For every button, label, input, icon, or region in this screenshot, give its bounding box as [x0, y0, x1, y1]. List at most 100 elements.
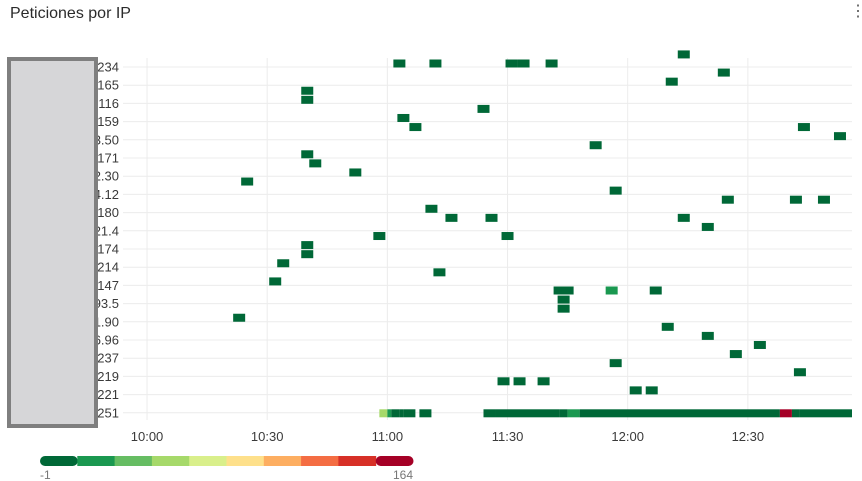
heatmap-cell	[349, 168, 362, 177]
heatmap-cell	[373, 232, 386, 241]
heatmap-cell	[779, 409, 792, 418]
y-tick-label: .251	[94, 405, 119, 420]
heatmap-cell	[557, 304, 570, 313]
heatmap-cell	[665, 77, 678, 86]
heatmap-cell	[645, 386, 658, 395]
heatmap-cell	[397, 113, 410, 122]
y-tick-label: .174	[94, 242, 119, 257]
heatmap-cell	[559, 409, 568, 418]
heatmap-cell	[817, 195, 830, 204]
heatmap-cell	[241, 177, 254, 186]
heatmap-cell	[567, 409, 580, 418]
heatmap-cell	[483, 409, 496, 418]
heatmap-cell	[701, 222, 714, 231]
heatmap-cell	[477, 104, 490, 113]
panel-title: Peticiones por IP	[10, 5, 131, 22]
y-tick-label: 21.4	[94, 223, 119, 238]
heatmap-cell	[419, 409, 432, 418]
heatmap-cell	[579, 409, 780, 418]
legend-color-step	[151, 456, 190, 466]
heatmap-cell	[429, 59, 442, 68]
y-tick-label: 3.50	[94, 132, 119, 147]
heatmap-cell	[517, 59, 530, 68]
x-tick-label: 11:00	[372, 429, 404, 444]
legend-color-step	[77, 456, 116, 466]
heatmap-cell	[433, 268, 446, 277]
heatmap-cell	[753, 340, 766, 349]
legend-color-step	[375, 456, 414, 466]
heatmap-cell	[789, 195, 802, 204]
legend-max-label: 164	[393, 468, 413, 481]
heatmap-cell	[609, 359, 622, 368]
x-tick-label: 10:30	[251, 429, 284, 444]
heatmap-cell	[609, 186, 622, 195]
y-tick-label: 6.96	[94, 333, 119, 348]
heatmap-cell	[501, 232, 514, 241]
heatmap-cell	[403, 409, 416, 418]
legend-min-label: -1	[40, 468, 51, 481]
x-tick-label: 11:30	[492, 429, 524, 444]
heatmap-cell	[793, 368, 806, 377]
heatmap-cell	[309, 159, 322, 168]
heatmap-cell	[649, 286, 662, 295]
heatmap-cell	[497, 377, 510, 386]
heatmap-cell	[391, 409, 400, 418]
y-tick-label: .237	[94, 351, 119, 366]
heatmap-cell	[513, 377, 526, 386]
heatmap-cell	[387, 409, 392, 418]
heatmap-cell	[729, 350, 742, 359]
heatmap-cell	[425, 204, 438, 213]
heatmap-cell	[505, 59, 518, 68]
heatmap-cell	[661, 322, 674, 331]
heatmap-cell	[557, 295, 570, 304]
heatmap-cell	[301, 150, 314, 159]
heatmap-cell	[301, 86, 314, 95]
y-tick-label: 4.12	[94, 187, 119, 202]
heatmap-cell	[277, 259, 290, 268]
heatmap-cell	[833, 132, 846, 141]
heatmap-cell	[233, 313, 246, 322]
heatmap-cell	[797, 123, 810, 132]
heatmap-cell	[677, 213, 690, 222]
heatmap-cell	[589, 141, 602, 150]
y-tick-label: .221	[94, 387, 119, 402]
x-tick-label: 10:00	[131, 429, 164, 444]
heatmap-cell	[393, 59, 406, 68]
legend-color-step	[301, 456, 339, 466]
y-tick-label: 2.30	[94, 169, 119, 184]
heatmap-cell	[629, 386, 642, 395]
kebab-menu-icon[interactable]: ⋮	[850, 3, 862, 20]
heatmap-cell	[301, 250, 314, 259]
legend-color-step	[338, 456, 377, 466]
legend-color-step	[189, 456, 227, 466]
heatmap-cell	[399, 409, 404, 418]
heatmap-cell	[269, 277, 282, 286]
y-tick-label: .234	[94, 60, 119, 75]
heatmap-cell	[301, 241, 314, 250]
legend-color-step	[263, 456, 302, 466]
heatmap-cell	[379, 409, 388, 418]
heatmap-cell	[537, 377, 550, 386]
heatmap-cell	[301, 95, 314, 104]
redacted-ip-labels	[7, 57, 98, 428]
heatmap-cell	[791, 409, 800, 418]
heatmap-cell	[445, 213, 458, 222]
y-tick-label: 1.90	[94, 314, 119, 329]
heatmap-cell	[561, 286, 574, 295]
legend-color-step	[114, 456, 153, 466]
heatmap-cell	[485, 213, 498, 222]
legend-color-step	[40, 456, 78, 466]
heatmap-cell	[409, 123, 422, 132]
y-tick-label: .214	[94, 260, 119, 275]
y-tick-label: .165	[94, 78, 119, 93]
x-tick-label: 12:30	[732, 429, 765, 444]
heatmap-cell	[495, 409, 560, 418]
heatmap-cell	[553, 286, 566, 295]
heatmap-cell	[545, 59, 558, 68]
x-tick-label: 12:00	[611, 429, 644, 444]
heatmap-cell	[799, 409, 852, 418]
heatmap-cell	[721, 195, 734, 204]
heatmap-cell	[701, 331, 714, 340]
